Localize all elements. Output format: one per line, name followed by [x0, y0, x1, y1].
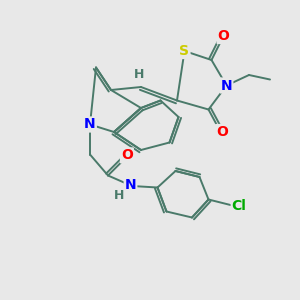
Text: O: O — [216, 125, 228, 139]
Text: H: H — [114, 189, 124, 202]
Text: Cl: Cl — [232, 199, 247, 212]
Text: H: H — [134, 68, 145, 81]
Text: O: O — [121, 148, 133, 162]
Text: N: N — [84, 118, 96, 131]
Text: N: N — [221, 79, 232, 92]
Text: N: N — [125, 178, 136, 192]
Text: O: O — [218, 29, 230, 43]
Text: S: S — [179, 44, 190, 58]
